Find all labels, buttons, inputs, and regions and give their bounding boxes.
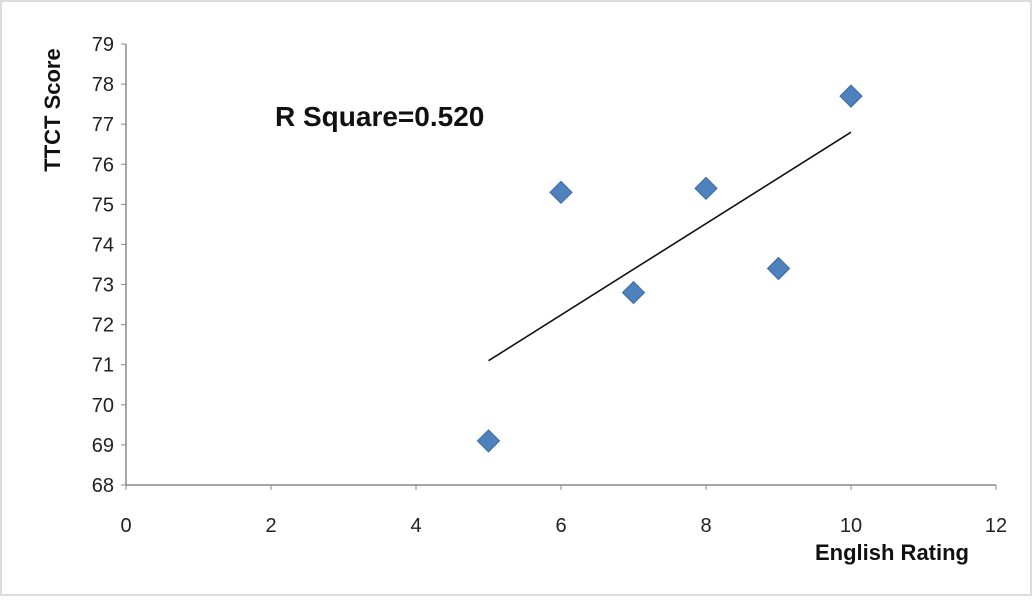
x-tick-label: 2	[265, 515, 276, 537]
y-tick-label: 74	[92, 234, 114, 256]
x-tick-label: 8	[700, 515, 711, 537]
y-tick-label: 72	[92, 315, 114, 337]
x-tick-label: 4	[410, 515, 421, 537]
data-point-marker	[694, 176, 718, 201]
data-point-marker	[476, 429, 501, 453]
data-point-marker	[766, 256, 791, 281]
y-tick-label: 71	[92, 355, 114, 377]
y-axis-title: TTCT Score	[40, 48, 65, 171]
trendline	[488, 131, 852, 362]
x-tick-label: 12	[985, 515, 1007, 537]
y-tick-label: 77	[92, 114, 114, 136]
data-point-marker	[549, 180, 573, 205]
x-axis-title: English Rating	[815, 540, 969, 565]
y-tick-label: 68	[92, 475, 114, 497]
data-point-marker	[839, 84, 863, 108]
y-tick-label: 69	[92, 435, 114, 457]
r-square-annotation: R Square=0.520	[275, 101, 484, 132]
y-tick-label: 78	[92, 74, 114, 96]
x-tick-label: 6	[555, 515, 566, 537]
y-tick-label: 79	[92, 34, 114, 56]
x-tick-label: 10	[840, 515, 862, 537]
y-tick-label: 70	[92, 395, 114, 417]
y-tick-label: 75	[92, 194, 114, 216]
y-tick-label: 73	[92, 275, 114, 297]
y-tick-label: 76	[92, 154, 114, 176]
data-point-marker	[621, 280, 646, 305]
x-tick-label: 0	[120, 515, 131, 537]
